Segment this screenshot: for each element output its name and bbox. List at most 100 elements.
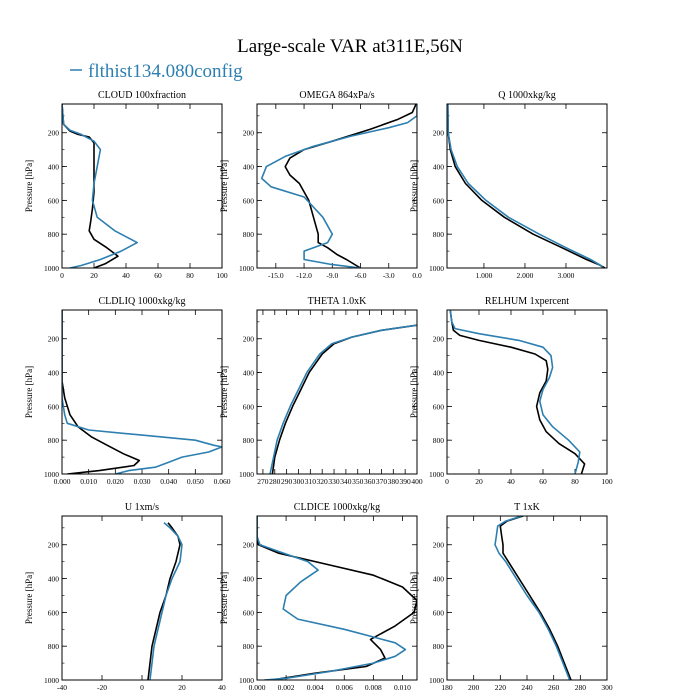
x-tick-label: 0.006 (336, 683, 353, 692)
panel-title: CLDICE 1000xkg/kg (294, 502, 380, 513)
x-tick-label: 0.060 (214, 477, 231, 486)
y-tick-label: 400 (243, 163, 255, 172)
series-line-blue (62, 310, 222, 474)
x-tick-label: 220 (495, 683, 507, 692)
x-tick-label: 290 (281, 477, 293, 486)
panel-title: Q 1000xkg/kg (498, 90, 556, 101)
x-tick-label: 280 (269, 477, 281, 486)
y-tick-label: 200 (243, 129, 255, 138)
y-tick-label: 200 (433, 541, 445, 550)
x-tick-label: 60 (539, 477, 547, 486)
y-tick-label: 400 (433, 163, 445, 172)
x-tick-label: 400 (411, 477, 423, 486)
series-line-black (62, 104, 119, 268)
y-tick-label: 600 (243, 608, 255, 617)
panel-1: OMEGA 864xPa/s Pressure [hPa] 200 400 600 800… (219, 90, 422, 280)
x-tick-label: 310 (305, 477, 317, 486)
y-tick-label: 200 (243, 541, 255, 550)
y-tick-label: 600 (433, 608, 445, 617)
y-tick-label: 400 (433, 369, 445, 378)
y-tick-label: 200 (433, 335, 445, 344)
y-tick-label: 800 (433, 436, 445, 445)
y-tick-label: 400 (243, 575, 255, 584)
panel-title: OMEGA 864xPa/s (299, 90, 374, 101)
y-tick-label: 800 (48, 436, 60, 445)
x-tick-label: -40 (57, 683, 67, 692)
y-tick-label: 600 (243, 402, 255, 411)
x-tick-label: -3.0 (383, 271, 395, 280)
y-tick-label: 800 (48, 642, 60, 651)
y-tick-label: 200 (48, 129, 60, 138)
x-tick-label: 0.008 (365, 683, 382, 692)
panel-7: CLDICE 1000xkg/kg Pressure [hPa] 200 400 600… (219, 502, 418, 692)
plot-frame (256, 309, 418, 475)
y-axis-label: Pressure [hPa] (409, 160, 419, 212)
plot-frame (61, 515, 223, 681)
series-line-black (62, 310, 141, 474)
y-tick-label: 200 (48, 541, 60, 550)
x-tick-label: 80 (571, 477, 579, 486)
x-tick-label: 360 (364, 477, 376, 486)
panel-3: CLDLIQ 1000xkg/kg Pressure [hPa] 200 400 600… (24, 296, 231, 486)
y-tick-label: 400 (48, 369, 60, 378)
x-tick-label: 100 (601, 477, 613, 486)
x-tick-label: -6.0 (355, 271, 367, 280)
series-line-blue (149, 522, 183, 680)
y-tick-label: 1000 (44, 470, 59, 479)
x-tick-label: 180 (441, 683, 453, 692)
y-tick-label: 800 (243, 436, 255, 445)
x-tick-label: 390 (400, 477, 412, 486)
plot-frame (446, 309, 608, 475)
x-tick-label: 330 (328, 477, 340, 486)
y-tick-label: 400 (48, 575, 60, 584)
y-tick-label: 600 (48, 402, 60, 411)
plot-frame (61, 309, 223, 475)
x-tick-label: 40 (218, 683, 226, 692)
series-line-blue (260, 104, 417, 268)
panel-4: THETA 1.0xK Pressure [hPa] 200 400 600 800 100… (219, 296, 423, 486)
y-tick-label: 200 (48, 335, 60, 344)
x-tick-label: 0 (140, 683, 144, 692)
x-tick-label: 0 (60, 271, 64, 280)
x-tick-label: 0.010 (394, 683, 411, 692)
x-tick-label: 0 (445, 477, 449, 486)
y-tick-label: 1000 (239, 470, 254, 479)
x-tick-label: 240 (521, 683, 533, 692)
y-tick-label: 800 (243, 642, 255, 651)
x-tick-label: 300 (293, 477, 305, 486)
y-tick-label: 600 (433, 402, 445, 411)
y-axis-label: Pressure [hPa] (219, 572, 229, 624)
panel-title: CLOUD 100xfraction (98, 90, 186, 101)
x-tick-label: 380 (388, 477, 400, 486)
plot-frame (61, 103, 223, 269)
x-tick-label: 0.000 (249, 683, 266, 692)
y-tick-label: 1000 (429, 676, 444, 685)
series-line-blue (494, 516, 571, 680)
panel-title: RELHUM 1xpercent (485, 296, 569, 307)
y-axis-label: Pressure [hPa] (409, 366, 419, 418)
panel-title: U 1xm/s (125, 502, 159, 513)
y-tick-label: 800 (433, 642, 445, 651)
series-line-black (284, 104, 417, 268)
y-axis-label: Pressure [hPa] (219, 160, 229, 212)
panel-title: T 1xK (514, 502, 540, 513)
plot-frame (446, 515, 608, 681)
x-tick-label: 0.040 (160, 477, 177, 486)
x-tick-label: 320 (317, 477, 329, 486)
y-tick-label: 1000 (429, 264, 444, 273)
x-tick-label: 280 (575, 683, 587, 692)
panel-2: Q 1000xkg/kg Pressure [hPa] 200 400 600 800 10… (409, 90, 608, 280)
x-tick-label: 350 (352, 477, 364, 486)
y-tick-label: 200 (433, 129, 445, 138)
y-axis-label: Pressure [hPa] (219, 366, 229, 418)
series-line-black (257, 516, 417, 680)
x-tick-label: 3.000 (558, 271, 575, 280)
y-tick-label: 400 (433, 575, 445, 584)
series-line-blue (269, 324, 417, 474)
x-tick-label: 200 (468, 683, 480, 692)
plot-frame (256, 103, 418, 269)
x-tick-label: 0.002 (278, 683, 295, 692)
